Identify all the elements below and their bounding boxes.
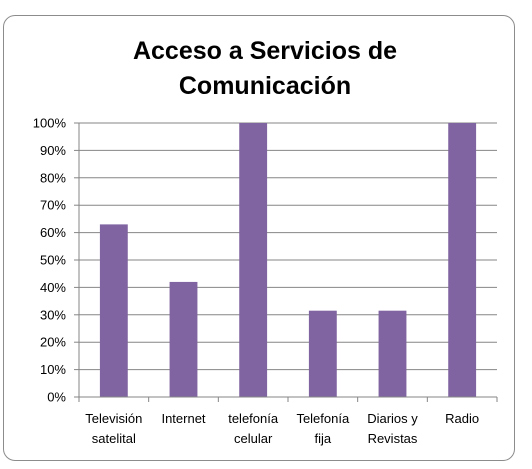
- x-category-labels: Televisión satelital Internet telefonía celu…: [85, 411, 479, 446]
- bar: [239, 123, 268, 397]
- bar: [99, 224, 128, 397]
- x-category-label: telefonía celular: [228, 411, 279, 446]
- bar: [169, 281, 198, 397]
- chart-title-line-1: Acceso a Servicios de: [133, 37, 397, 65]
- y-tick-label: 10%: [40, 362, 66, 377]
- x-category-label: Telefonía fija: [296, 411, 350, 446]
- x-category-label: Radio: [445, 411, 479, 426]
- y-tick-label: 30%: [40, 307, 66, 322]
- bars: [99, 123, 477, 397]
- y-tick-label: 80%: [40, 170, 66, 185]
- x-category-label: Televisión satelital: [85, 411, 142, 446]
- bar: [308, 310, 337, 397]
- chart-title-line-2: Comunicación: [179, 72, 351, 100]
- y-tick-label: 20%: [40, 335, 66, 350]
- axes: [78, 123, 497, 398]
- x-category-label: Internet: [161, 411, 205, 426]
- y-tick-label: 50%: [40, 253, 66, 268]
- gridlines: [74, 122, 498, 402]
- y-tick-label: 70%: [40, 198, 66, 213]
- y-tick-labels: 0% 10% 20% 30% 40% 50% 60% 70% 80% 90% 100%: [33, 116, 67, 405]
- bar: [378, 310, 407, 397]
- y-tick-label: 90%: [40, 143, 66, 158]
- x-category-label: Diarios y Revistas: [367, 411, 418, 446]
- y-tick-label: 0%: [47, 390, 66, 405]
- y-tick-label: 40%: [40, 280, 66, 295]
- y-tick-label: 60%: [40, 225, 66, 240]
- bar: [448, 123, 477, 397]
- y-tick-label: 100%: [33, 116, 67, 131]
